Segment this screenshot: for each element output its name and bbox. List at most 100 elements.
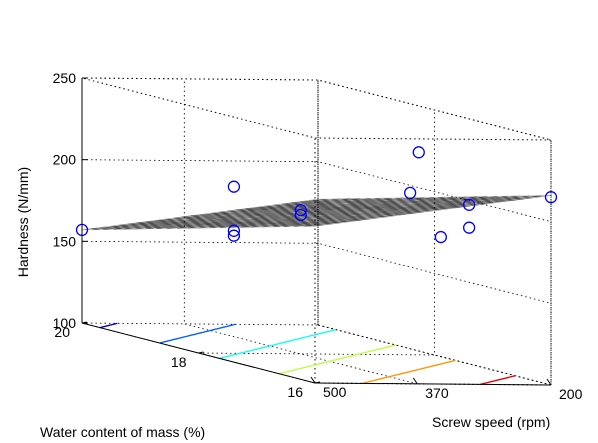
surface-cell <box>319 220 340 223</box>
surface-cell <box>390 202 411 205</box>
surface-cell <box>361 212 382 215</box>
surface-cell <box>202 222 223 225</box>
surface-cell <box>446 203 467 206</box>
surface-cell <box>230 218 250 221</box>
surface-cell <box>375 214 396 217</box>
surface-cell <box>392 203 412 206</box>
surface-cell <box>100 225 120 228</box>
surface-cell <box>284 204 305 207</box>
surface-cell <box>355 215 376 218</box>
data-point <box>227 224 241 237</box>
surface-cell <box>319 198 340 201</box>
surface-cell <box>251 225 272 228</box>
surface-cell <box>101 226 122 229</box>
surface-cell <box>304 224 325 227</box>
surface-cell <box>342 199 362 202</box>
surface-cell <box>395 212 415 215</box>
surface-cell <box>192 222 213 225</box>
surface-cell <box>499 195 520 198</box>
surface-cell <box>178 220 199 223</box>
surface-cell <box>396 206 417 209</box>
y-tick-mark <box>81 321 88 324</box>
surface-cell <box>361 197 382 200</box>
surface-cell <box>209 219 229 221</box>
surface-cell <box>469 197 490 200</box>
surface-cell <box>369 210 390 213</box>
surface-cell <box>91 227 111 229</box>
surface-cell <box>375 207 396 209</box>
surface-cell <box>351 198 372 200</box>
surface-cell <box>266 221 287 224</box>
surface-cell <box>351 205 372 208</box>
surface-cell <box>254 220 275 223</box>
surface-cell <box>413 210 434 213</box>
surface-cell <box>328 211 349 214</box>
surface-cell <box>216 216 237 219</box>
surface-cell <box>213 222 234 224</box>
surface-cell <box>493 198 514 201</box>
surface-cell <box>324 216 344 219</box>
data-point <box>462 198 476 211</box>
surface-cell <box>222 213 243 216</box>
surface-cell <box>457 196 477 199</box>
surface-cell <box>215 215 235 218</box>
surface-cell <box>438 198 459 201</box>
surface-cell <box>308 220 329 223</box>
surface-cell <box>92 228 113 230</box>
data-point <box>403 186 417 200</box>
surface-cell <box>324 201 344 204</box>
surface-cell <box>145 220 166 222</box>
surface-cell <box>225 222 246 225</box>
surface-cell <box>246 222 267 225</box>
surface-cell <box>290 215 311 218</box>
surface-cell <box>348 203 368 206</box>
surface-cell <box>180 221 201 224</box>
surface-cell <box>320 206 341 209</box>
surface-cell <box>243 213 264 216</box>
surface-cell <box>422 202 443 205</box>
surface-cell <box>305 218 326 221</box>
surface-cell <box>240 218 261 221</box>
surface-cell <box>174 224 195 227</box>
surface-cell <box>201 221 222 224</box>
surface-cell <box>215 223 235 225</box>
surface-cell <box>242 219 263 222</box>
surface-cell <box>357 209 378 212</box>
surface-cell <box>345 201 365 204</box>
surface-cell <box>292 223 313 226</box>
surface-cell <box>292 202 313 205</box>
surface-cell <box>271 217 291 219</box>
surface-cell <box>352 206 373 209</box>
x-tick-label: 500 <box>323 384 347 400</box>
surface-cell <box>522 196 542 199</box>
surface-cell <box>249 224 270 227</box>
surface-cell <box>124 227 145 230</box>
surface-cell <box>399 208 420 211</box>
surface-cell <box>466 202 486 205</box>
surface-cell <box>366 208 387 211</box>
surface-cell <box>314 210 335 212</box>
surface-cell <box>364 207 385 210</box>
surface-cell <box>405 205 426 208</box>
surface-cell <box>190 221 211 224</box>
surface-cell <box>360 204 381 207</box>
surface-cell <box>168 220 188 223</box>
response-surface <box>81 195 552 231</box>
surface-cell <box>196 225 217 228</box>
surface-cell <box>330 198 350 201</box>
surface-cell <box>325 202 346 205</box>
surface-cell <box>103 227 123 230</box>
surface-cell <box>156 227 176 229</box>
surface-cell <box>472 199 493 202</box>
surface-cell <box>429 207 450 210</box>
surface-cell <box>337 218 358 220</box>
surface-cell <box>174 217 195 220</box>
z-gridline <box>81 159 552 223</box>
surface-cell <box>311 200 332 203</box>
surface-cell <box>317 212 338 214</box>
surface-cell <box>159 221 179 224</box>
surface-cell <box>317 219 338 222</box>
surface-cell <box>234 214 255 217</box>
surface-cell <box>258 208 279 211</box>
floor-contour-line <box>159 323 236 344</box>
